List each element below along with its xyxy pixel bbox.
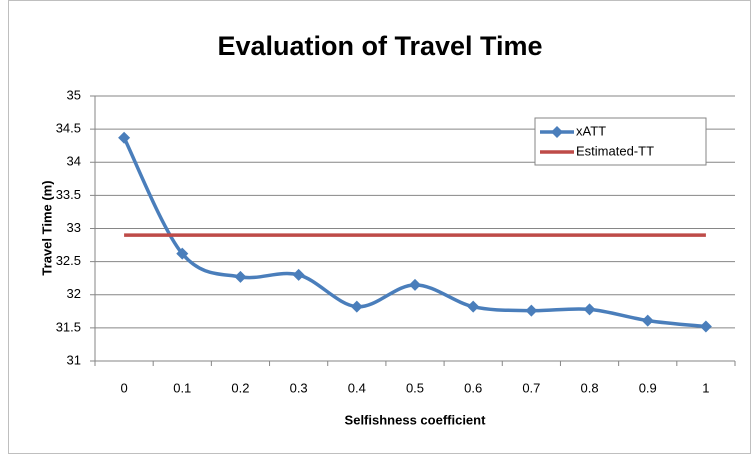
x-tick-label: 0 (120, 380, 127, 395)
marker (118, 131, 131, 144)
y-tick-label: 32.5 (56, 253, 81, 268)
legend-box (534, 117, 707, 166)
x-tick-label: 0.2 (231, 380, 249, 395)
x-axis-title: Selfishness coefficient (345, 412, 487, 427)
y-tick-label: 35 (67, 87, 81, 102)
x-tick-label: 1 (702, 380, 709, 395)
x-tick-label: 0.7 (522, 380, 540, 395)
marker (583, 303, 596, 316)
marker (350, 300, 363, 313)
legend-label: Estimated-TT (576, 143, 654, 158)
y-tick-label: 33 (67, 220, 81, 235)
marker (467, 300, 480, 313)
marker (234, 270, 247, 283)
x-tick-label: 0.9 (639, 380, 657, 395)
x-tick-label: 0.5 (406, 380, 424, 395)
marker (525, 304, 538, 317)
x-tick-label: 0.3 (290, 380, 308, 395)
y-tick-label: 34.5 (56, 121, 81, 136)
legend-label: xATT (576, 123, 606, 138)
marker (641, 314, 654, 327)
x-tick-label: 0.4 (348, 380, 366, 395)
chart-title: Evaluation of Travel Time (217, 31, 542, 61)
x-tick-label: 0.8 (581, 380, 599, 395)
x-tick-label: 0.1 (173, 380, 191, 395)
y-tick-label: 31.5 (56, 319, 81, 334)
y-axis-title: Travel Time (m) (39, 180, 54, 275)
marker (699, 320, 712, 333)
marker (176, 247, 189, 260)
y-tick-label: 31 (67, 352, 81, 367)
marker (292, 268, 305, 281)
y-tick-label: 32 (67, 286, 81, 301)
series-line (122, 136, 707, 329)
y-tick-label: 33.5 (56, 187, 81, 202)
legend-marker (551, 126, 563, 138)
y-tick-label: 34 (67, 154, 81, 169)
chart-border (8, 0, 751, 454)
marker (409, 278, 421, 291)
x-tick-label: 0.6 (464, 380, 482, 395)
